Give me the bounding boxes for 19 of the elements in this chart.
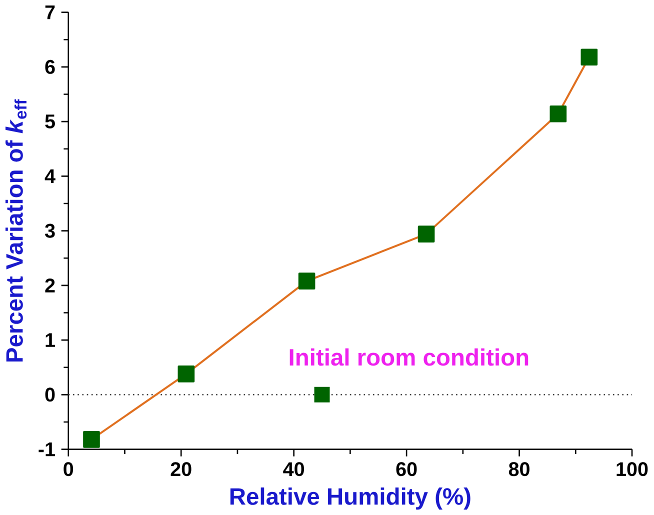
y-tick-label: 0 (45, 388, 55, 402)
x-tick-label: 80 (508, 462, 530, 476)
y-tick-label: 5 (45, 114, 55, 128)
y-tick-label: 2 (45, 278, 55, 292)
x-tick-label: 60 (396, 462, 417, 476)
x-tick-label: 40 (283, 462, 304, 476)
x-tick-label: 0 (64, 462, 74, 476)
annotation: Initial room condition (290, 348, 528, 366)
x-axis-title: Relative Humidity (%) (230, 487, 470, 510)
y-axis-title: Percent Variation of k$_{eff}$ (6, 99, 27, 362)
y-tick-label: 3 (44, 224, 55, 238)
y-tick-label: 7 (45, 5, 55, 20)
x-tick-label: 20 (170, 462, 192, 476)
y-tick-label: 6 (45, 60, 55, 74)
y-tick-label: 4 (44, 169, 56, 183)
y-tick-label: 1 (46, 333, 55, 347)
point (314, 386, 330, 402)
x-tick-label: 100 (616, 462, 648, 476)
y-tick-label: -1 (38, 442, 55, 456)
